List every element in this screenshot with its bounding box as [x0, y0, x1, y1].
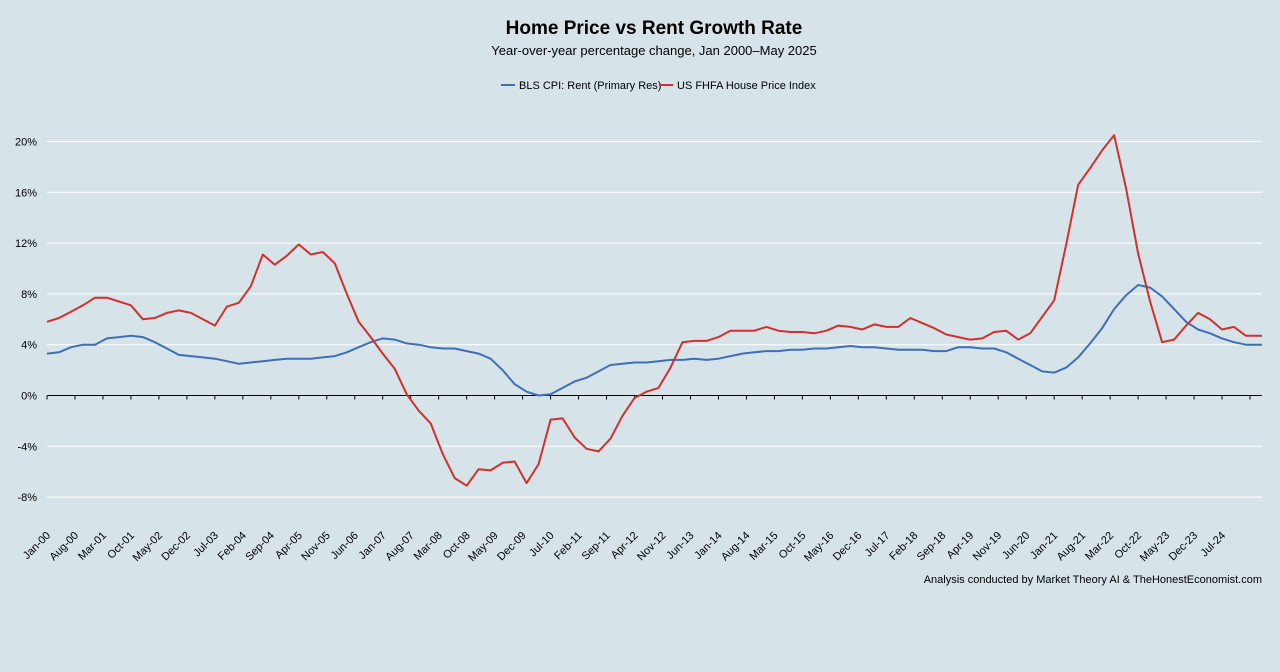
y-tick-label: 20%: [15, 137, 37, 149]
x-tick-label: Nov-19: [971, 530, 1005, 564]
series-lines: [46, 134, 1262, 487]
y-tick-label: 0%: [21, 391, 37, 403]
x-tick-label: Jan-14: [692, 530, 724, 562]
y-tick-label: 8%: [21, 289, 37, 301]
x-tick-label: Jan-00: [21, 530, 53, 562]
x-tick-label: Dec-23: [1167, 530, 1201, 564]
y-tick-label: -4%: [17, 441, 37, 453]
x-tick-label: May-02: [131, 530, 165, 564]
x-tick-label: Feb-11: [552, 530, 585, 563]
x-tick-label: Aug-07: [383, 530, 417, 564]
x-tick-label: Sep-11: [580, 530, 613, 563]
x-tick-label: Jun-13: [664, 530, 696, 562]
x-tick-label: Mar-08: [412, 530, 445, 563]
x-tick-label: Dec-16: [831, 530, 865, 564]
x-tick-label: Dec-09: [495, 530, 529, 564]
y-tick-label: 12%: [15, 238, 37, 250]
series-line-hpi: [46, 134, 1262, 487]
x-tick-label: May-23: [1138, 530, 1172, 564]
x-tick-label: Jul-24: [1198, 530, 1228, 560]
x-tick-label: Mar-22: [1083, 530, 1116, 563]
x-tick-label: Mar-01: [76, 530, 109, 563]
x-tick-label: Jan-07: [357, 530, 389, 562]
x-tick-label: May-16: [802, 530, 836, 564]
y-tick-label: 16%: [15, 187, 37, 199]
x-axis: Jan-00Aug-00Mar-01Oct-01May-02Dec-02Jul-…: [21, 395, 1262, 564]
x-tick-label: Aug-14: [719, 530, 753, 564]
y-tick-label: 4%: [21, 340, 37, 352]
x-tick-label: Jun-06: [329, 530, 361, 562]
y-axis: -8% -4% 0% 4% 8% 12% 16% 20%: [15, 137, 37, 505]
x-tick-label: Aug-00: [48, 530, 82, 564]
x-tick-label: Sep-04: [243, 530, 277, 564]
x-tick-label: Aug-21: [1055, 530, 1089, 564]
legend-label-rent: BLS CPI: Rent (Primary Res): [519, 80, 661, 92]
x-tick-label: Nov-12: [635, 530, 669, 564]
legend-label-hpi: US FHFA House Price Index: [677, 80, 816, 92]
x-tick-label: Jan-21: [1028, 530, 1060, 562]
x-tick-label: Feb-04: [216, 530, 249, 563]
y-tick-label: -8%: [17, 492, 37, 504]
x-tick-label: Nov-05: [299, 530, 333, 564]
series-line-rent: [46, 284, 1262, 397]
source-annotation: Analysis conducted by Market Theory AI &…: [924, 574, 1262, 586]
x-tick-label: May-09: [466, 530, 500, 564]
gridlines: [47, 141, 1262, 498]
x-tick-label: Jun-20: [1000, 530, 1032, 562]
chart-title: Home Price vs Rent Growth Rate: [506, 18, 803, 39]
x-tick-label: Dec-02: [159, 530, 193, 564]
legend: BLS CPI: Rent (Primary Res) US FHFA Hous…: [501, 80, 816, 92]
x-tick-label: Feb-18: [887, 530, 920, 563]
chart-subtitle: Year-over-year percentage change, Jan 20…: [491, 43, 816, 58]
x-tick-label: Sep-18: [915, 530, 949, 564]
x-tick-label: Mar-15: [747, 530, 780, 563]
